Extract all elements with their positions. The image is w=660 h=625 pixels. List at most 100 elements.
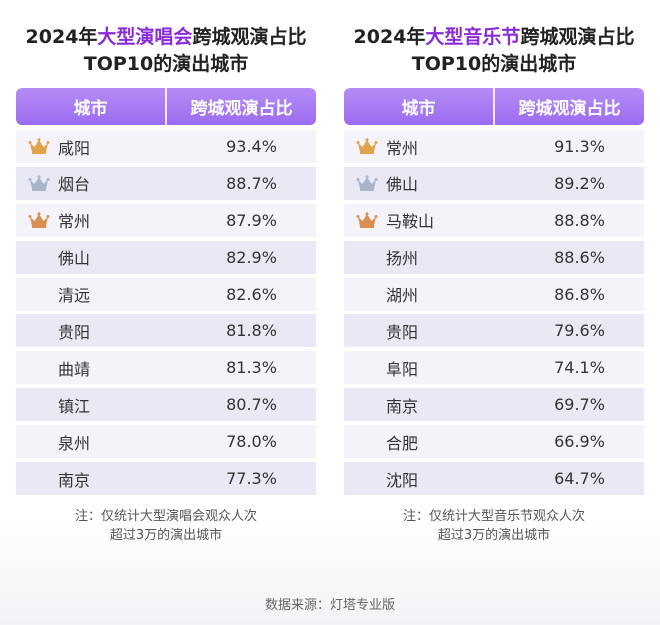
city-name: 贵阳 xyxy=(58,322,91,342)
bronze-crown-icon xyxy=(356,212,378,229)
share-value: 78.0% xyxy=(226,432,277,452)
festival-table: 城市 跨城观演占比 常州 91.3% 佛山 89.2% 马鞍山 88.8% 扬州 88.6% 湖… xyxy=(344,88,644,496)
city-name: 贵阳 xyxy=(386,322,419,342)
share-value: 82.6% xyxy=(226,284,277,304)
table-row: 贵阳 79.6% xyxy=(344,314,644,348)
city-cell: 佛山 xyxy=(16,241,187,274)
title-highlight: 大型音乐节 xyxy=(425,26,521,48)
city-name: 扬州 xyxy=(386,249,419,269)
table-header: 城市 跨城观演占比 xyxy=(344,88,644,125)
city-name: 清远 xyxy=(58,286,91,306)
header-city: 城市 xyxy=(401,99,436,119)
note-line1: 注：仅统计大型音乐节观众人次 xyxy=(402,509,585,525)
table-row: 湖州 86.8% xyxy=(344,277,644,311)
table-body: 常州 91.3% 佛山 89.2% 马鞍山 88.8% 扬州 88.6% 湖州 86.8% 贵阳 79… xyxy=(344,130,644,496)
table-body: 咸阳 93.4% 烟台 88.7% 常州 87.9% 佛山 82.9% 清远 82.6% 贵阳 81.… xyxy=(16,130,316,496)
city-cell: 烟台 xyxy=(16,167,187,200)
share-value: 64.7% xyxy=(554,469,605,489)
table-row: 烟台 88.7% xyxy=(16,166,316,200)
city-name: 咸阳 xyxy=(58,138,91,158)
table-row: 曲靖 81.3% xyxy=(16,351,316,385)
table-row: 贵阳 81.8% xyxy=(16,314,316,348)
city-name: 马鞍山 xyxy=(386,212,435,232)
share-value: 88.8% xyxy=(554,210,605,230)
share-value: 88.7% xyxy=(226,173,277,193)
share-value: 77.3% xyxy=(226,469,277,489)
table-header: 城市 跨城观演占比 xyxy=(16,88,316,125)
city-cell: 咸阳 xyxy=(16,130,187,163)
city-name: 合肥 xyxy=(386,433,419,453)
festival-title: 2024年大型音乐节跨城观演占比 TOP10的演出城市 xyxy=(344,24,644,78)
table-row: 镇江 80.7% xyxy=(16,388,316,422)
festival-note: 注：仅统计大型音乐节观众人次 超过3万的演出城市 xyxy=(344,507,644,545)
share-value: 93.4% xyxy=(226,137,277,156)
city-cell: 贵阳 xyxy=(16,314,187,347)
silver-crown-icon xyxy=(28,175,50,192)
concert-table: 城市 跨城观演占比 咸阳 93.4% 烟台 88.7% 常州 87.9% 佛山 82.9% 清远… xyxy=(16,88,316,496)
table-row: 佛山 89.2% xyxy=(344,166,644,200)
table-row: 南京 77.3% xyxy=(16,462,316,496)
table-row: 清远 82.6% xyxy=(16,277,316,311)
city-name: 佛山 xyxy=(58,249,91,269)
city-cell: 常州 xyxy=(344,130,515,163)
table-row: 马鞍山 88.8% xyxy=(344,203,644,237)
table-row: 泉州 78.0% xyxy=(16,425,316,459)
concert-panel: 2024年大型演唱会跨城观演占比 TOP10的演出城市 城市 跨城观演占比 咸阳… xyxy=(16,0,316,545)
city-name: 烟台 xyxy=(58,175,91,195)
gold-crown-icon xyxy=(28,138,50,155)
city-name: 佛山 xyxy=(386,175,419,195)
note-line2: 超过3万的演出城市 xyxy=(109,528,223,544)
city-cell: 南京 xyxy=(344,388,515,421)
city-cell: 常州 xyxy=(16,204,187,237)
table-row: 沈阳 64.7% xyxy=(344,462,644,496)
share-value: 86.8% xyxy=(554,284,605,304)
concert-title: 2024年大型演唱会跨城观演占比 TOP10的演出城市 xyxy=(16,24,316,78)
share-value: 88.6% xyxy=(554,247,605,267)
share-value: 79.6% xyxy=(554,321,605,341)
table-row: 南京 69.7% xyxy=(344,388,644,422)
city-name: 常州 xyxy=(386,138,419,158)
title-suffix: 跨城观演占比 xyxy=(520,26,635,48)
city-name: 曲靖 xyxy=(58,359,91,379)
table-row: 常州 91.3% xyxy=(344,130,644,163)
table-row: 合肥 66.9% xyxy=(344,425,644,459)
title-line2: TOP10的演出城市 xyxy=(411,53,577,75)
data-source: 数据来源：灯塔专业版 xyxy=(264,598,395,613)
city-name: 镇江 xyxy=(58,396,91,416)
share-value: 81.3% xyxy=(226,358,277,378)
bronze-crown-icon xyxy=(28,212,50,229)
share-value: 91.3% xyxy=(554,137,605,156)
note-line1: 注：仅统计大型演唱会观众人次 xyxy=(74,509,257,525)
table-row: 常州 87.9% xyxy=(16,203,316,237)
header-city: 城市 xyxy=(73,99,108,119)
header-value: 跨城观演占比 xyxy=(493,88,644,125)
city-cell: 沈阳 xyxy=(344,462,515,495)
city-name: 湖州 xyxy=(386,286,419,306)
share-value: 74.1% xyxy=(554,358,605,378)
city-name: 南京 xyxy=(58,470,91,490)
city-name: 阜阳 xyxy=(386,359,419,379)
city-name: 泉州 xyxy=(58,433,91,453)
city-cell: 南京 xyxy=(16,462,187,495)
city-cell: 曲靖 xyxy=(16,351,187,384)
city-cell: 佛山 xyxy=(344,167,515,200)
city-cell: 马鞍山 xyxy=(344,204,515,237)
title-suffix: 跨城观演占比 xyxy=(192,26,307,48)
festival-panel: 2024年大型音乐节跨城观演占比 TOP10的演出城市 城市 跨城观演占比 常州… xyxy=(344,0,644,545)
table-row: 阜阳 74.1% xyxy=(344,351,644,385)
share-value: 89.2% xyxy=(554,173,605,193)
share-value: 81.8% xyxy=(226,321,277,341)
share-value: 82.9% xyxy=(226,247,277,267)
background-fade xyxy=(0,515,660,625)
city-cell: 贵阳 xyxy=(344,314,515,347)
city-cell: 镇江 xyxy=(16,388,187,421)
city-cell: 泉州 xyxy=(16,425,187,458)
title-highlight: 大型演唱会 xyxy=(97,26,193,48)
city-cell: 湖州 xyxy=(344,278,515,311)
gold-crown-icon xyxy=(356,138,378,155)
city-cell: 阜阳 xyxy=(344,351,515,384)
table-row: 佛山 82.9% xyxy=(16,240,316,274)
city-cell: 合肥 xyxy=(344,425,515,458)
city-name: 南京 xyxy=(386,396,419,416)
silver-crown-icon xyxy=(356,175,378,192)
